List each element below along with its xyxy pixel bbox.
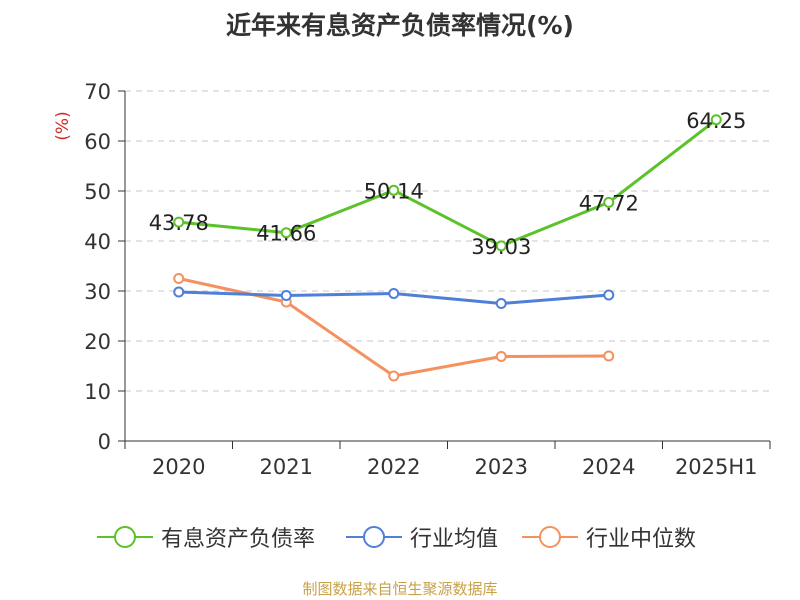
x-tick-label: 2021	[260, 455, 313, 479]
series-line	[178, 118, 718, 248]
data-label: 50.14	[364, 179, 424, 203]
chart-title: 近年来有息资产负债率情况(%)	[226, 11, 574, 40]
data-point	[173, 273, 185, 284]
data-point	[280, 290, 292, 301]
y-tick-label: 10	[84, 380, 111, 404]
legend-item-series-3[interactable]: 行业中位数	[522, 521, 696, 553]
data-point	[173, 216, 185, 228]
legend-item-series-2[interactable]: 行业均值	[346, 521, 498, 553]
data-label: 47.72	[579, 191, 639, 215]
legend: 有息资产负债率 行业均值 行业中位数	[0, 521, 800, 553]
data-point	[710, 114, 722, 126]
x-tick-label: 2025H1	[675, 455, 758, 479]
data-point	[495, 240, 507, 252]
legend-marker-icon	[97, 521, 153, 553]
data-label: 39.03	[471, 235, 531, 259]
data-point	[495, 351, 507, 362]
x-tick-label: 2022	[367, 455, 420, 479]
data-point	[388, 184, 400, 196]
data-label: 43.78	[149, 211, 209, 235]
data-point	[603, 289, 615, 301]
data-point	[495, 298, 507, 309]
data-point	[388, 370, 400, 382]
x-tick-label: 2020	[152, 455, 205, 479]
source-note: 制图数据来自恒生聚源数据库	[302, 580, 498, 598]
data-label: 41.66	[256, 222, 316, 246]
y-tick-label: 60	[84, 130, 111, 154]
y-tick-label: 30	[84, 280, 111, 304]
legend-label: 行业中位数	[586, 527, 697, 552]
legend-label: 行业均值	[410, 527, 499, 552]
x-tick-label: 2024	[582, 455, 635, 479]
y-tick-label: 50	[84, 180, 111, 204]
legend-marker-icon	[346, 521, 402, 553]
y-tick-label: 0	[98, 430, 111, 454]
y-axis-label: (%)	[53, 111, 73, 140]
y-tick-label: 70	[84, 80, 111, 104]
x-tick-label: 2023	[475, 455, 528, 479]
legend-item-series-1[interactable]: 有息资产负债率	[97, 521, 315, 553]
data-point	[280, 227, 292, 239]
data-label: 64.25	[686, 109, 746, 133]
data-point	[173, 286, 185, 298]
legend-label: 有息资产负债率	[161, 527, 316, 552]
y-tick-label: 40	[84, 230, 111, 254]
data-point	[388, 288, 400, 299]
legend-marker-icon	[522, 521, 578, 553]
data-point	[603, 196, 615, 208]
y-tick-label: 20	[84, 330, 111, 354]
data-point	[603, 350, 615, 362]
